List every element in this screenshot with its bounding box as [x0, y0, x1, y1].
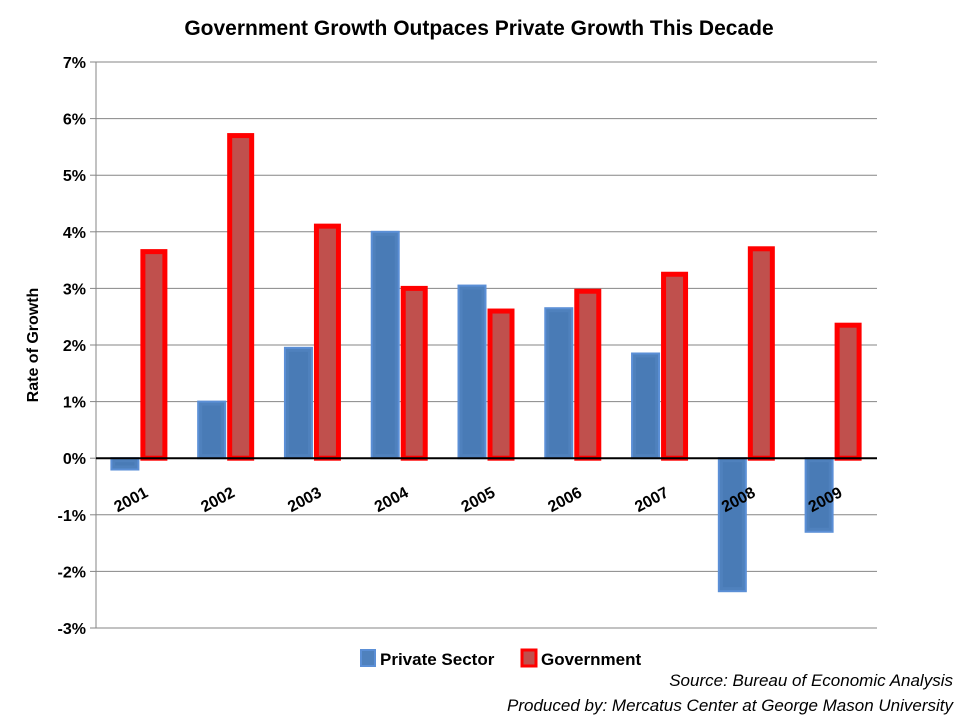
x-category-label: 2001: [112, 484, 151, 516]
y-tick-label: -3%: [58, 621, 86, 638]
legend-label-private-sector: Private Sector: [380, 650, 495, 669]
produced-by-note: Produced by: Mercatus Center at George M…: [507, 696, 954, 715]
bar-government-2009: [834, 322, 862, 461]
bar-private-sector-shade-2001: [115, 462, 135, 466]
bar-private-sector-2003: [283, 346, 313, 460]
bar-government-2004: [400, 285, 428, 461]
legend-label-government: Government: [541, 650, 641, 669]
legend-swatch-government: [520, 648, 538, 668]
x-category-label: 2005: [459, 484, 498, 516]
bar-private-sector-shade-2003: [288, 351, 308, 455]
y-tick-label: -2%: [58, 564, 86, 581]
y-tick-label: 3%: [63, 281, 86, 298]
x-category-label: 2003: [285, 484, 324, 516]
y-tick-label: 4%: [63, 225, 86, 242]
y-tick-label: -1%: [58, 508, 86, 525]
legend-swatch-private-sector: [360, 649, 376, 667]
source-note: Source: Bureau of Economic Analysis: [669, 671, 953, 690]
bar-private-sector-shade-2002: [202, 405, 222, 455]
bar-private-sector-2009: [804, 457, 834, 533]
y-tick-label: 5%: [63, 168, 86, 185]
x-category-label: 2002: [198, 484, 237, 516]
y-axis-title: Rate of Growth: [25, 288, 42, 403]
bar-private-sector-shade-2005: [462, 289, 482, 455]
bar-government-2007: [661, 271, 689, 461]
y-axis-ticks: -3% -2% -1% 0% 1% 2% 3% 4% 5% 6% 7%: [58, 55, 86, 638]
bar-private-sector-shade-2006: [549, 312, 569, 455]
bar-government-2001: [140, 249, 168, 461]
bar-private-sector-shade-2004: [375, 235, 395, 455]
bar-private-sector-shade-2009: [809, 462, 829, 528]
x-category-label: 2004: [372, 484, 411, 516]
bar-private-sector-2002: [197, 400, 227, 460]
bar-government-2008: [747, 246, 775, 461]
gridlines: [90, 61, 877, 629]
bar-private-sector-shade-2007: [636, 357, 656, 455]
bar-government-2006: [574, 288, 602, 461]
y-tick-label: 2%: [63, 338, 86, 355]
x-category-label: 2007: [632, 484, 671, 516]
bars: [110, 133, 862, 593]
legend: Private Sector Government: [360, 648, 641, 669]
bar-government-2003: [313, 223, 341, 461]
y-tick-label: 0%: [63, 451, 86, 468]
y-tick-label: 1%: [63, 395, 86, 412]
x-category-label: 2006: [545, 484, 584, 516]
y-tick-label: 7%: [63, 55, 86, 72]
bar-private-sector-shade-2008: [722, 462, 742, 588]
bar-government-2002: [227, 133, 255, 461]
y-tick-label: 6%: [63, 112, 86, 129]
chart-title: Government Growth Outpaces Private Growt…: [184, 17, 773, 40]
bar-government-2005: [487, 308, 515, 461]
